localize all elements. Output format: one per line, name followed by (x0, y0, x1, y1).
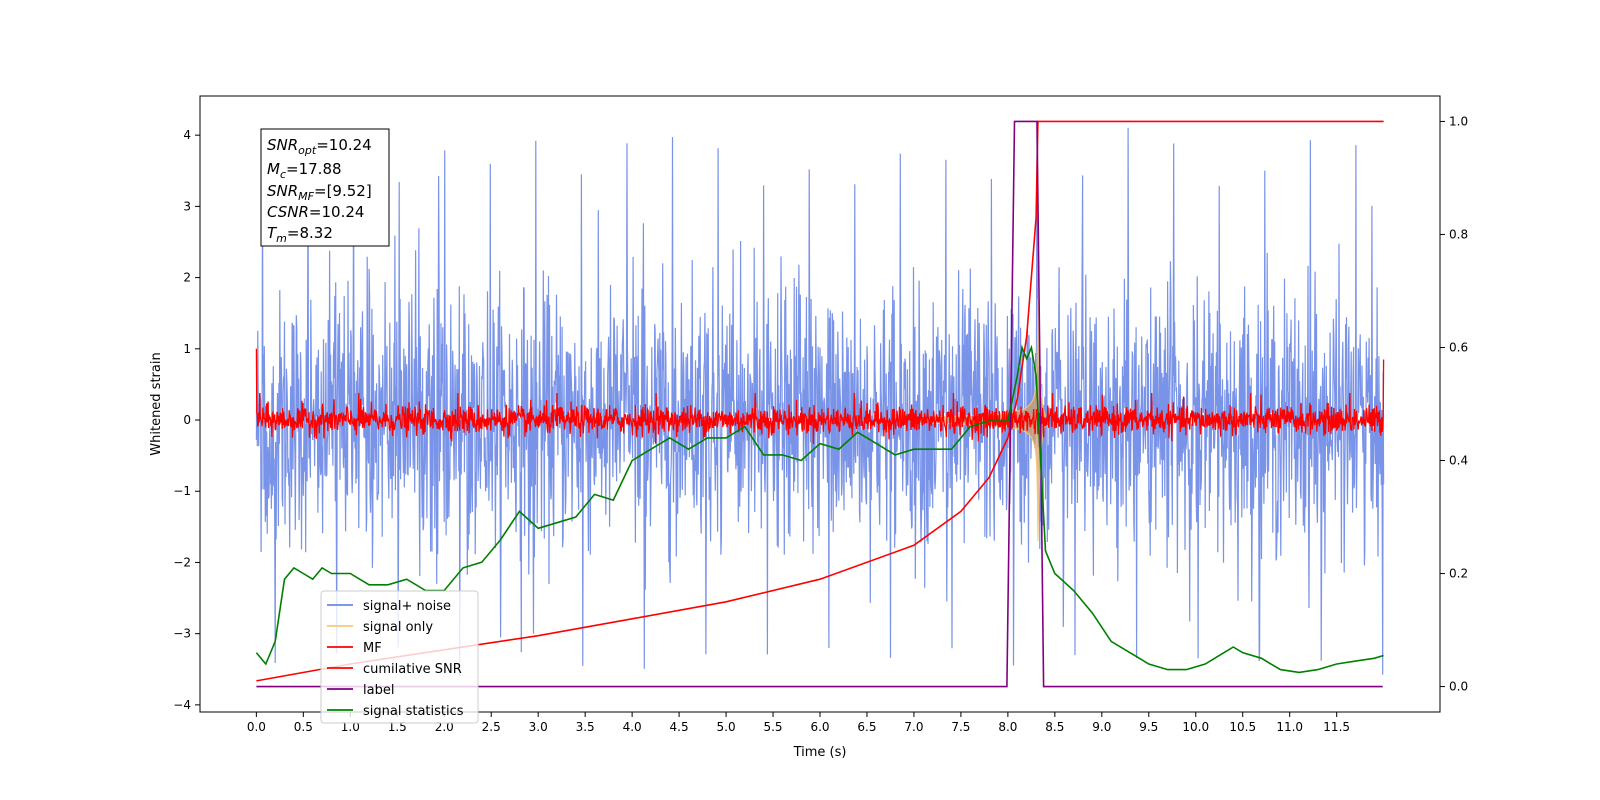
x-tick-label: 10.5 (1229, 720, 1256, 734)
y2-tick-label: 0.4 (1449, 454, 1468, 468)
x-tick-label: 8.5 (1045, 720, 1064, 734)
y-tick-label: −4 (173, 698, 191, 712)
y2-tick-label: 0.0 (1449, 680, 1468, 694)
legend-entry-label: signal only (363, 620, 433, 635)
x-tick-label: 8.0 (998, 720, 1017, 734)
series-cumulative-snr (256, 120, 1384, 682)
x-tick-label: 0.5 (294, 720, 313, 734)
x-axis-label: Time (s) (793, 745, 847, 760)
series-mf (255, 348, 1385, 445)
x-tick-label: 2.5 (482, 720, 501, 734)
x-tick-label: 9.5 (1139, 720, 1158, 734)
x-tick-label: 11.5 (1323, 720, 1350, 734)
x-tick-label: 11.0 (1276, 720, 1303, 734)
x-tick-label: 7.5 (951, 720, 970, 734)
legend-entry-label: signal statistics (363, 704, 464, 719)
x-tick-label: 5.0 (717, 720, 736, 734)
y2-tick-label: 1.0 (1449, 114, 1468, 128)
annotation-tm: Tm=8.32 (267, 224, 333, 245)
annotation-csnr: CSNR=10.24 (267, 203, 364, 221)
y-axis-left: −4 −3 −2 −1 0 1 2 3 4 (173, 128, 200, 712)
y-axis-label: Whitened strain (149, 352, 164, 455)
x-tick-label: 6.5 (857, 720, 876, 734)
annotation-mc: Mc=17.88 (267, 160, 342, 181)
series-label (256, 120, 1383, 688)
x-tick-label: 7.0 (904, 720, 923, 734)
annotation-snr-mf: SNRMF=[9.52] (267, 182, 372, 203)
annotation-frame (260, 128, 390, 247)
y-tick-label: −1 (173, 484, 191, 498)
legend-entry-label: signal+ noise (363, 599, 451, 614)
annotation-box: SNRopt=10.24 Mc=17.88 SNRMF=[9.52] CSNR=… (260, 128, 390, 247)
x-tick-label: 5.5 (763, 720, 782, 734)
y2-tick-label: 0.8 (1449, 227, 1468, 241)
y-tick-label: 3 (183, 199, 191, 213)
x-tick-label: 3.0 (529, 720, 548, 734)
series-signal-noise (255, 127, 1385, 678)
plot-layer (255, 120, 1385, 688)
y2-tick-label: 0.2 (1449, 567, 1468, 581)
series-signal-statistics (255, 344, 1384, 674)
legend-entry-label: cumilative SNR (363, 662, 462, 677)
plot-area (255, 120, 1385, 688)
legend-frame (320, 590, 479, 724)
y-axis-right: 0.0 0.2 0.4 0.6 0.8 1.0 (1440, 114, 1468, 694)
y-tick-label: 2 (183, 271, 191, 285)
y-tick-label: 0 (183, 413, 191, 427)
x-tick-label: 4.0 (623, 720, 642, 734)
y2-tick-label: 0.6 (1449, 340, 1468, 354)
x-tick-label: 6.0 (810, 720, 829, 734)
y-tick-label: 1 (183, 342, 191, 356)
x-tick-label: 9.0 (1092, 720, 1111, 734)
legend-entry-label: MF (363, 641, 382, 656)
x-tick-label: 0.0 (247, 720, 266, 734)
legend: signal+ noise signal only MF cumilative SNR… (320, 590, 479, 724)
annotation-snr-opt: SNRopt=10.24 (267, 136, 372, 157)
y-tick-label: −3 (173, 627, 191, 641)
x-tick-label: 10.0 (1182, 720, 1209, 734)
x-tick-label: 3.5 (576, 720, 595, 734)
y-tick-label: 4 (183, 128, 191, 142)
y-tick-label: −2 (173, 555, 191, 569)
legend-entry-label: label (363, 683, 394, 698)
x-tick-label: 4.5 (670, 720, 689, 734)
